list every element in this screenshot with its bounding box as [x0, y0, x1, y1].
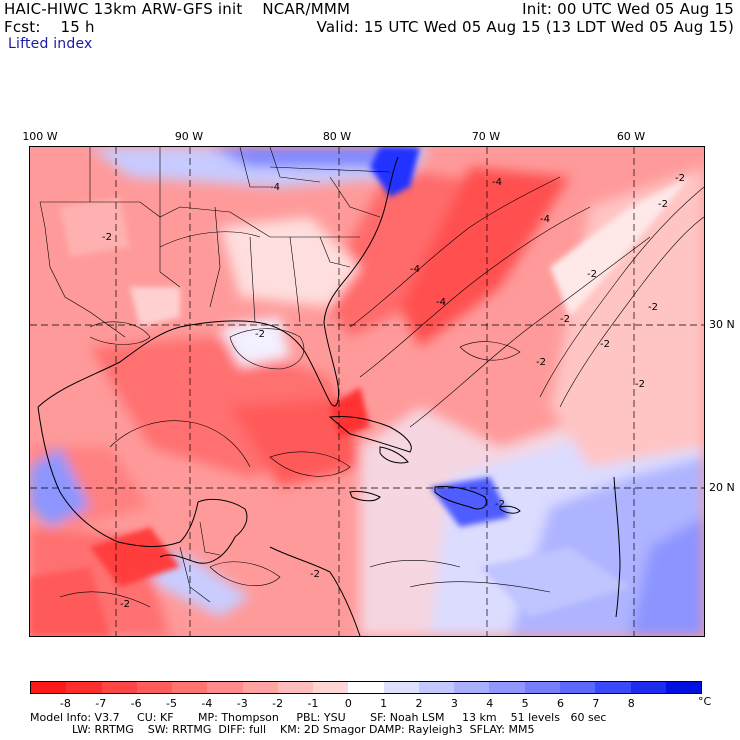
shading-large: [30, 147, 704, 636]
colorbar-tick-label: 6: [557, 697, 565, 710]
colorbar-swatch: [665, 682, 702, 693]
colorbar-tick-label: -6: [130, 697, 142, 710]
contour-label: -2: [495, 499, 505, 510]
li-contours: [59, 176, 704, 608]
colorbar-swatch: [277, 682, 314, 693]
lon-label-70w: 70 W: [471, 130, 501, 143]
colorbar-swatch: [172, 682, 208, 693]
colorbar-swatch: [559, 682, 596, 693]
colorbar-tick-label: 2: [415, 697, 423, 710]
contour-label: -4: [436, 297, 446, 308]
colorbar-tick-label: -5: [165, 697, 177, 710]
colorbar-swatch: [489, 682, 525, 693]
field-name: Lifted index: [8, 36, 93, 52]
shading-detail: [30, 147, 690, 636]
colorbar-swatch: [595, 682, 631, 693]
lat-label-20n: 20 N: [709, 481, 735, 494]
init-time: Init: 00 UTC Wed 05 Aug 15: [522, 0, 734, 18]
colorbar-tick-label: 4: [486, 697, 494, 710]
contour-label: -2: [587, 269, 597, 280]
contour-labels: -4 -4 -4 -4 -4 -2 -2 -2 -2 -2 -2 -2 -2 -…: [102, 173, 685, 610]
colorbar-swatch: [101, 682, 137, 693]
contour-label: -2: [648, 302, 658, 313]
colorbar-swatch: [348, 682, 384, 693]
colorbar-tick-label: 8: [627, 697, 635, 710]
contour-label: -2: [310, 569, 320, 580]
model-info-line2: LW: RRTMG SW: RRTMG DIFF: full KM: 2D Sm…: [30, 723, 535, 736]
contour-label: -2: [658, 199, 668, 210]
colorbar-unit: °C: [698, 695, 712, 708]
colorbar-swatch: [66, 682, 102, 693]
contour-label: -4: [492, 177, 502, 188]
contour-label: -2: [102, 232, 112, 243]
colorbar-swatch: [630, 682, 666, 693]
contour-label: -2: [536, 357, 546, 368]
colorbar-tick-label: 3: [450, 697, 458, 710]
colorbar-tick-label: 0: [344, 697, 352, 710]
colorbar-tick-label: -1: [307, 697, 319, 710]
contour-label: -4: [410, 264, 420, 275]
contour-label: -4: [540, 214, 550, 225]
contour-label: -2: [600, 339, 610, 350]
map-canvas: -4 -4 -4 -4 -4 -2 -2 -2 -2 -2 -2 -2 -2 -…: [30, 147, 704, 636]
contour-label: -2: [255, 329, 265, 340]
colorbar-tick-label: 1: [380, 697, 388, 710]
model-title: HAIC-HIWC 13km ARW-GFS init NCAR/MMM: [4, 0, 351, 18]
colorbar: [30, 681, 702, 694]
colorbar-swatch: [418, 682, 455, 693]
coastlines: [37, 156, 621, 636]
colorbar-swatch: [242, 682, 278, 693]
contour-label: -2: [635, 379, 645, 390]
model-info-line1: Model Info: V3.7 CU: KF MP: Thompson PBL…: [30, 711, 607, 724]
lifted-index-map[interactable]: -4 -4 -4 -4 -4 -2 -2 -2 -2 -2 -2 -2 -2 -…: [29, 146, 705, 637]
colorbar-tick-label: 5: [521, 697, 529, 710]
lon-label-60w: 60 W: [616, 130, 646, 143]
forecast-hour: Fcst: 15 h: [4, 18, 95, 36]
borders: [39, 147, 391, 603]
colorbar-swatch: [31, 682, 67, 693]
colorbar-swatch: [454, 682, 490, 693]
colorbar-tick-label: -8: [59, 697, 71, 710]
valid-time: Valid: 15 UTC Wed 05 Aug 15 (13 LDT Wed …: [316, 18, 734, 36]
colorbar-tick-label: -2: [272, 697, 284, 710]
colorbar-swatch: [383, 682, 419, 693]
colorbar-tick-label: -7: [95, 697, 107, 710]
colorbar-tick-label: -3: [236, 697, 248, 710]
contour-label: -2: [675, 173, 685, 184]
colorbar-swatch: [524, 682, 560, 693]
contour-label: -4: [270, 182, 280, 193]
contour-label: -2: [560, 314, 570, 325]
colorbar-swatch: [136, 682, 173, 693]
graticule: [30, 147, 704, 636]
lat-label-30n: 30 N: [709, 318, 735, 331]
lon-label-80w: 80 W: [322, 130, 352, 143]
lon-label-100w: 100 W: [22, 130, 58, 143]
colorbar-tick-label: 7: [592, 697, 600, 710]
colorbar-swatch: [313, 682, 349, 693]
lon-label-90w: 90 W: [174, 130, 204, 143]
colorbar-swatch: [207, 682, 243, 693]
contour-label: -2: [120, 599, 130, 610]
colorbar-tick-label: -4: [201, 697, 213, 710]
